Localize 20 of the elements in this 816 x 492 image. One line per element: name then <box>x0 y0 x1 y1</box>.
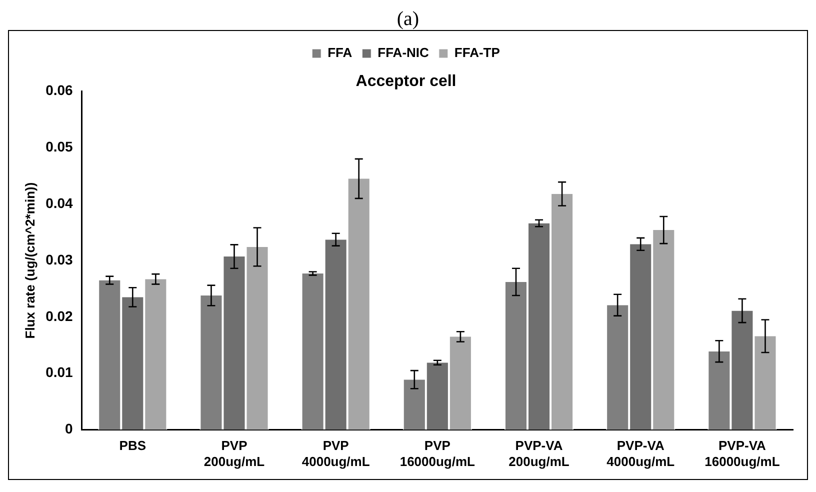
x-tick-label: PVP-VA 200ug/mL <box>508 438 570 469</box>
y-tick-label: 0.03 <box>46 251 74 268</box>
y-tick-label: 0.06 <box>46 82 74 98</box>
x-tick-label: PVP 16000ug/mL <box>400 438 476 469</box>
legend-label: FFA <box>328 45 353 60</box>
x-tick-label: PVP-VA 4000ug/mL <box>606 438 675 469</box>
x-tick-label: PVP 200ug/mL <box>204 438 265 469</box>
legend-label: FFA-NIC <box>378 45 430 60</box>
x-tick-label: PBS <box>119 438 146 454</box>
y-axis-title: Flux rate (ug/(cm^2*min)) <box>22 182 38 339</box>
legend-label: FFA-TP <box>454 45 500 60</box>
x-tick-label: PVP-VA 16000ug/mL <box>704 438 780 469</box>
y-tick-label: 0.04 <box>46 194 74 211</box>
x-tick-label: PVP 4000ug/mL <box>302 438 370 469</box>
y-tick-label: 0.05 <box>46 138 74 154</box>
text: (a) <box>396 8 420 30</box>
y-tick-label: 0.01 <box>46 364 74 380</box>
chart-title: Acceptor cell <box>356 73 456 90</box>
y-tick-label: 0 <box>65 420 74 437</box>
y-tick-label: 0.02 <box>46 308 74 324</box>
